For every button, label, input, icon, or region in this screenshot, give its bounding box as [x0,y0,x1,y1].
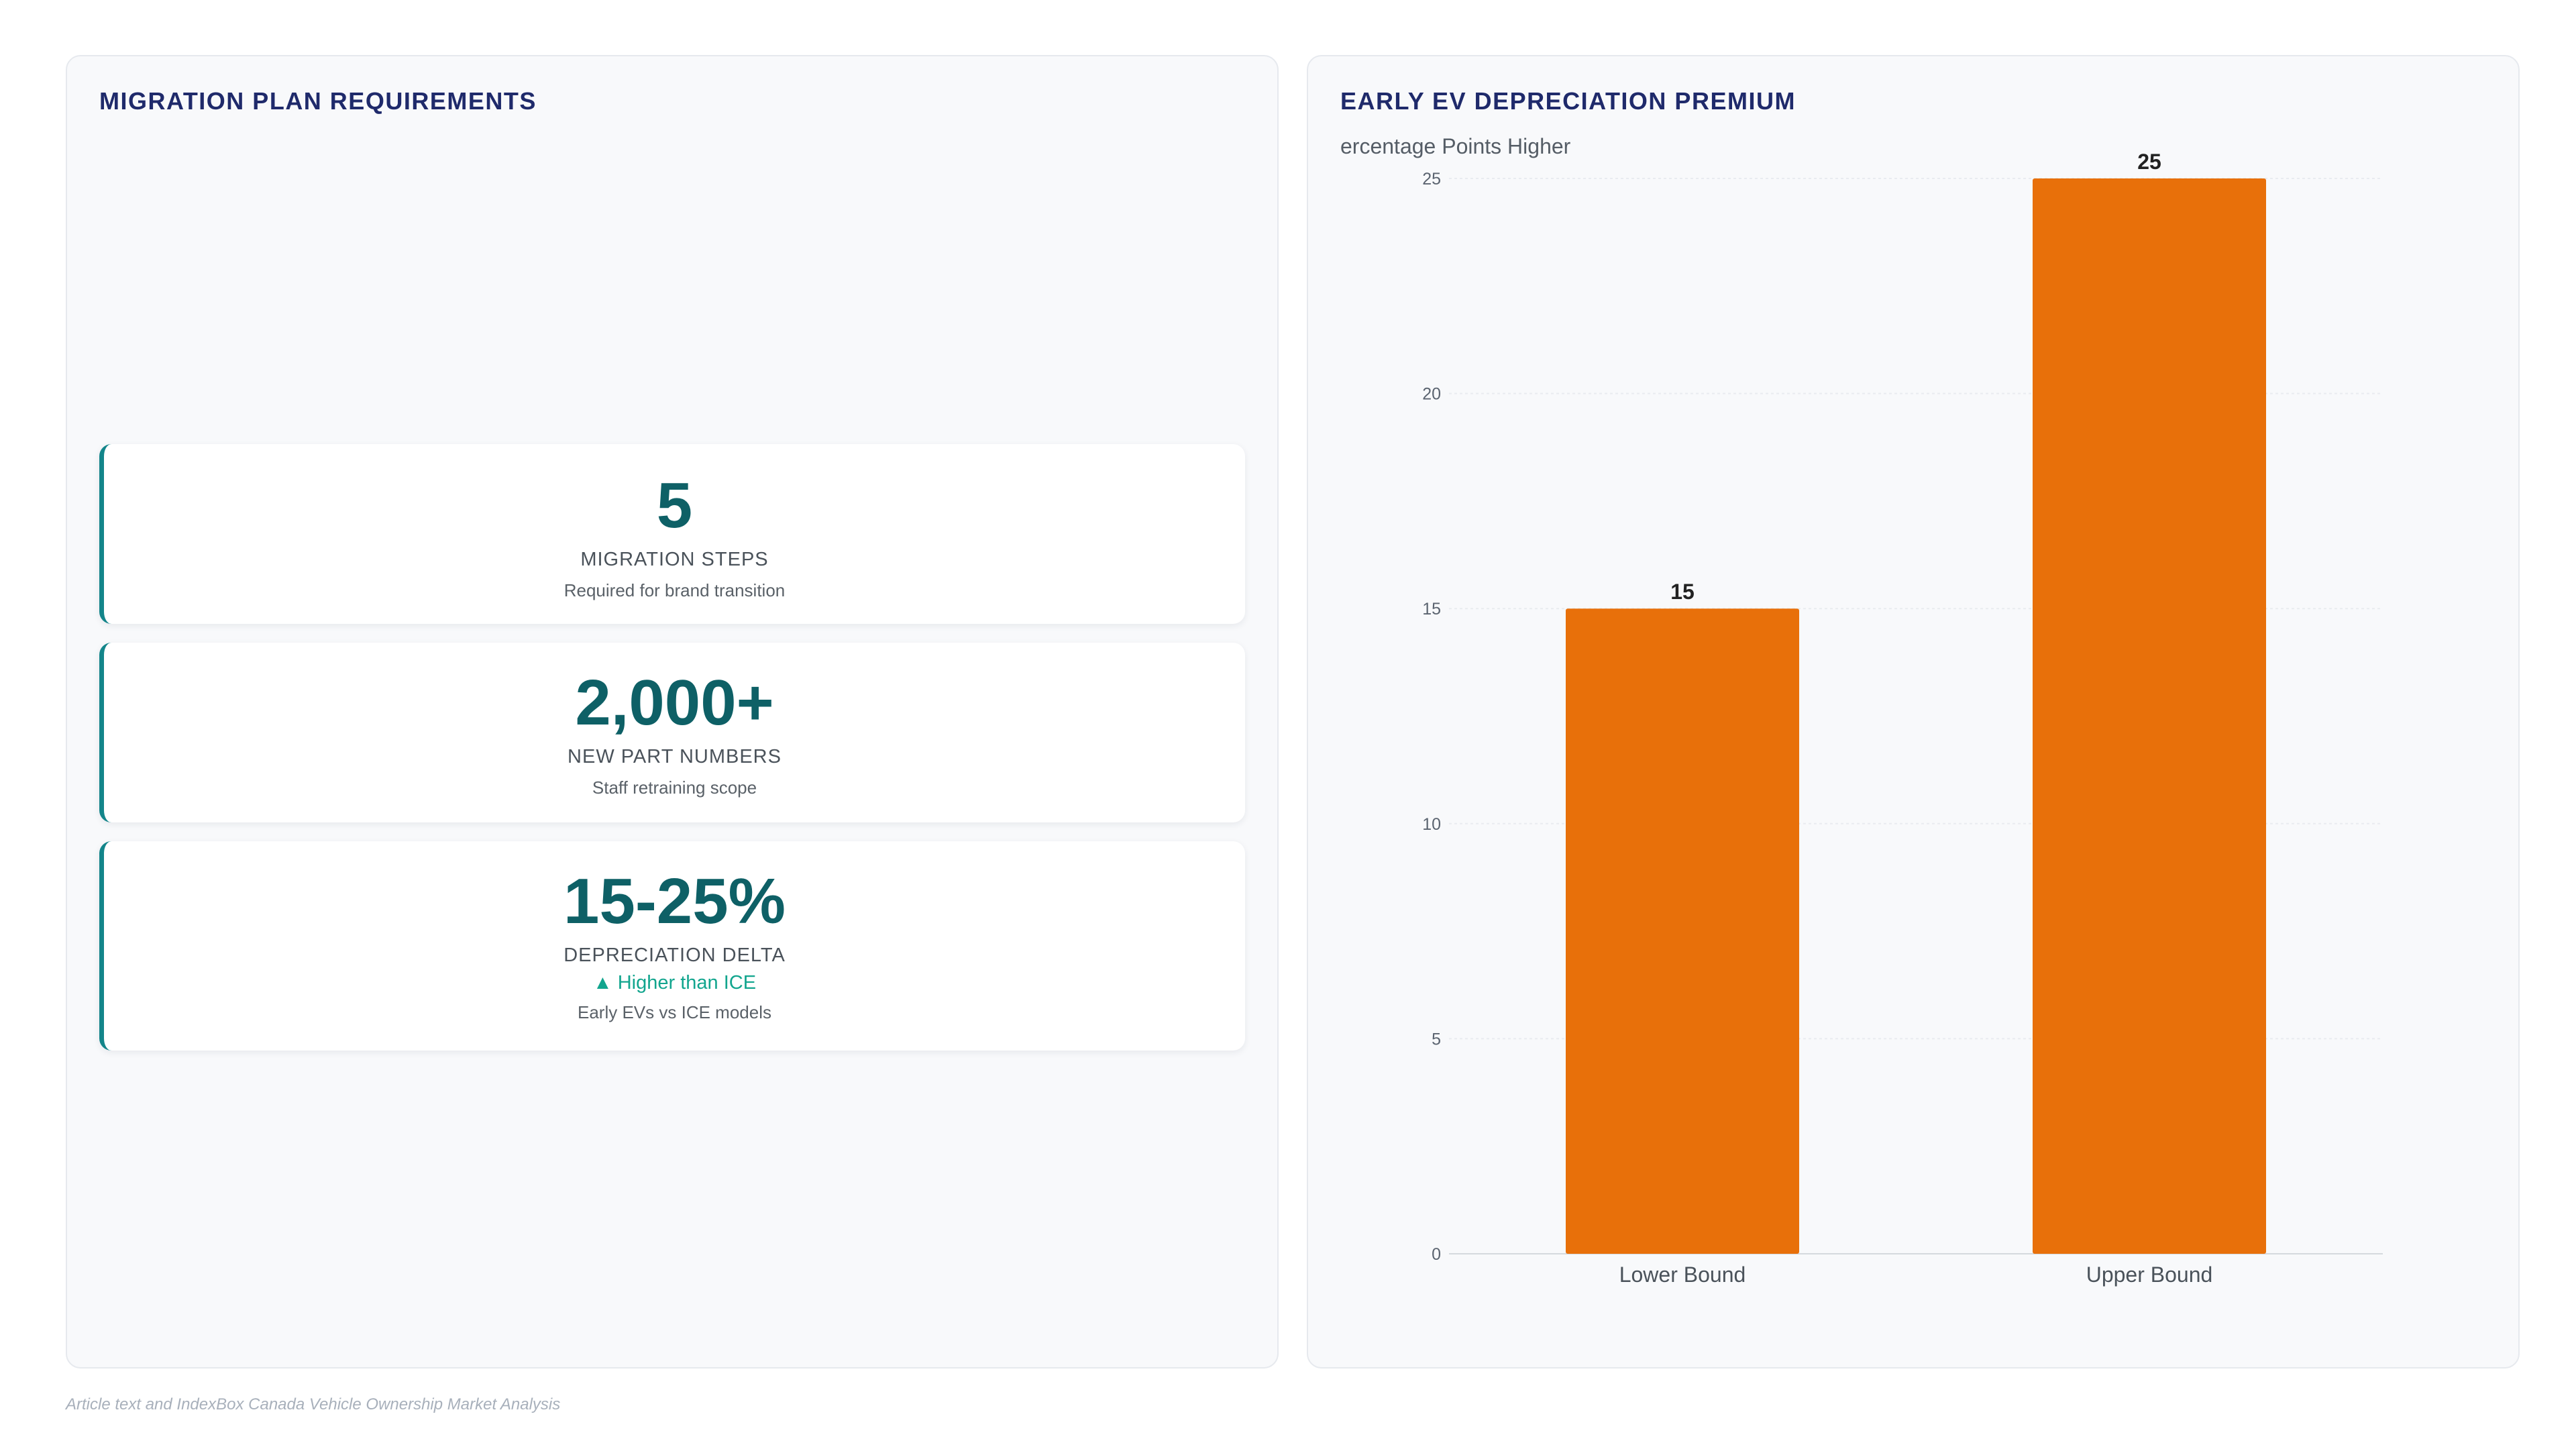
kpi-label: DEPRECIATION DELTA [564,945,786,966]
data-label: 25 [2137,150,2161,174]
bar [1566,608,1799,1254]
kpi-note: Staff retraining scope [592,777,757,798]
migration-panel: MIGRATION PLAN REQUIREMENTS 5 MIGRATION … [66,55,1279,1368]
trend-indicator: ▲ Higher than ICE [592,972,757,994]
bar-chart: ercentage Points Higher 0 5 10 15 20 25 15 Lower… [1340,134,2383,1287]
kpi-label: NEW PART NUMBERS [568,746,782,767]
y-tick-label: 10 [1422,815,1441,834]
data-label: 15 [1670,580,1695,604]
kpi-note: Required for brand transition [564,580,786,600]
y-tick-label: 25 [1422,170,1441,189]
panel-title: EARLY EV DEPRECIATION PREMIUM [1340,87,1796,115]
depreciation-panel: EARLY EV DEPRECIATION PREMIUM ercentage … [1307,55,2520,1368]
y-axis-label: ercentage Points Higher [1340,134,1571,158]
kpi-card-depreciation-delta: 15-25% DEPRECIATION DELTA ▲ Higher than … [99,841,1245,1051]
bar [2033,178,2266,1254]
panel-title: MIGRATION PLAN REQUIREMENTS [99,87,537,115]
y-tick-label: 15 [1422,600,1441,619]
kpi-label: MIGRATION STEPS [580,549,769,570]
x-tick-label: Lower Bound [1619,1263,1746,1287]
source-note: Article text and IndexBox Canada Vehicle… [66,1395,561,1413]
kpi-value: 2,000+ [575,667,774,739]
kpi-card-new-part-numbers: 2,000+ NEW PART NUMBERS Staff retraining… [99,643,1245,822]
kpi-card-migration-steps: 5 MIGRATION STEPS Required for brand tra… [99,444,1245,624]
x-tick-label: Upper Bound [2086,1263,2213,1287]
kpi-note: Early EVs vs ICE models [578,1002,771,1022]
kpi-value: 5 [656,470,693,541]
y-tick-label: 20 [1422,385,1441,404]
y-tick-label: 0 [1432,1245,1441,1264]
kpi-value: 15-25% [564,865,786,937]
y-tick-label: 5 [1432,1030,1441,1049]
